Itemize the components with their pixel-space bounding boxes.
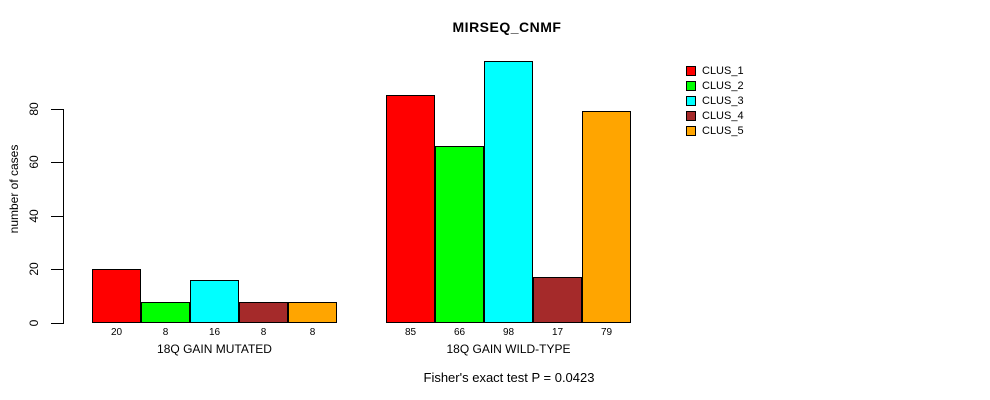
legend-label: CLUS_3 [702, 95, 744, 107]
bar-value-label: 20 [110, 327, 123, 338]
group-label: 18Q GAIN WILD-TYPE [446, 342, 571, 356]
y-axis-tick [51, 108, 63, 110]
y-axis-tick [51, 269, 63, 271]
y-axis-tick-label: 60 [27, 155, 41, 170]
bar-clus_4-mutated [239, 301, 288, 323]
bar-clus_5-mutated [288, 301, 337, 323]
bar-clus_1-wild-type [386, 95, 435, 323]
y-axis-tick-label: 0 [27, 319, 41, 327]
y-axis-tick [51, 215, 63, 217]
bar-clus_5-wild-type [582, 111, 631, 323]
legend-swatch-icon [686, 81, 696, 91]
legend-swatch-icon [686, 111, 696, 121]
bar-value-label: 98 [502, 327, 515, 338]
y-axis-tick [51, 162, 63, 164]
legend-swatch-icon [686, 126, 696, 136]
y-axis-tick-label: 20 [27, 262, 41, 277]
y-axis-line [63, 108, 64, 324]
bar-clus_3-mutated [190, 280, 239, 323]
annotation-text: Fisher's exact test P = 0.0423 [423, 370, 595, 385]
y-axis-label: number of cases [7, 144, 21, 234]
bar-clus_2-mutated [141, 301, 190, 323]
legend-label: CLUS_4 [702, 110, 744, 122]
bar-clus_3-wild-type [484, 60, 533, 323]
bar-value-label: 85 [404, 327, 417, 338]
bar-value-label: 17 [551, 327, 564, 338]
bar-clus_1-mutated [92, 269, 141, 323]
legend-label: CLUS_1 [702, 65, 744, 77]
bar-value-label: 8 [260, 327, 267, 338]
legend-swatch-icon [686, 96, 696, 106]
legend-label: CLUS_5 [702, 125, 744, 137]
bar-value-label: 79 [600, 327, 613, 338]
bar-clus_2-wild-type [435, 146, 484, 323]
bar-value-label: 8 [309, 327, 316, 338]
chart-title: MIRSEQ_CNMF [452, 19, 562, 35]
legend-swatch-icon [686, 66, 696, 76]
bar-clus_4-wild-type [533, 277, 582, 323]
legend-label: CLUS_2 [702, 80, 744, 92]
y-axis-tick [51, 323, 63, 324]
y-axis-tick-label: 80 [27, 102, 41, 116]
bar-value-label: 66 [453, 327, 466, 338]
bar-value-label: 8 [162, 327, 169, 338]
y-axis-tick-label: 40 [27, 209, 41, 223]
bar-value-label: 16 [208, 327, 221, 338]
group-label: 18Q GAIN MUTATED [157, 342, 272, 356]
